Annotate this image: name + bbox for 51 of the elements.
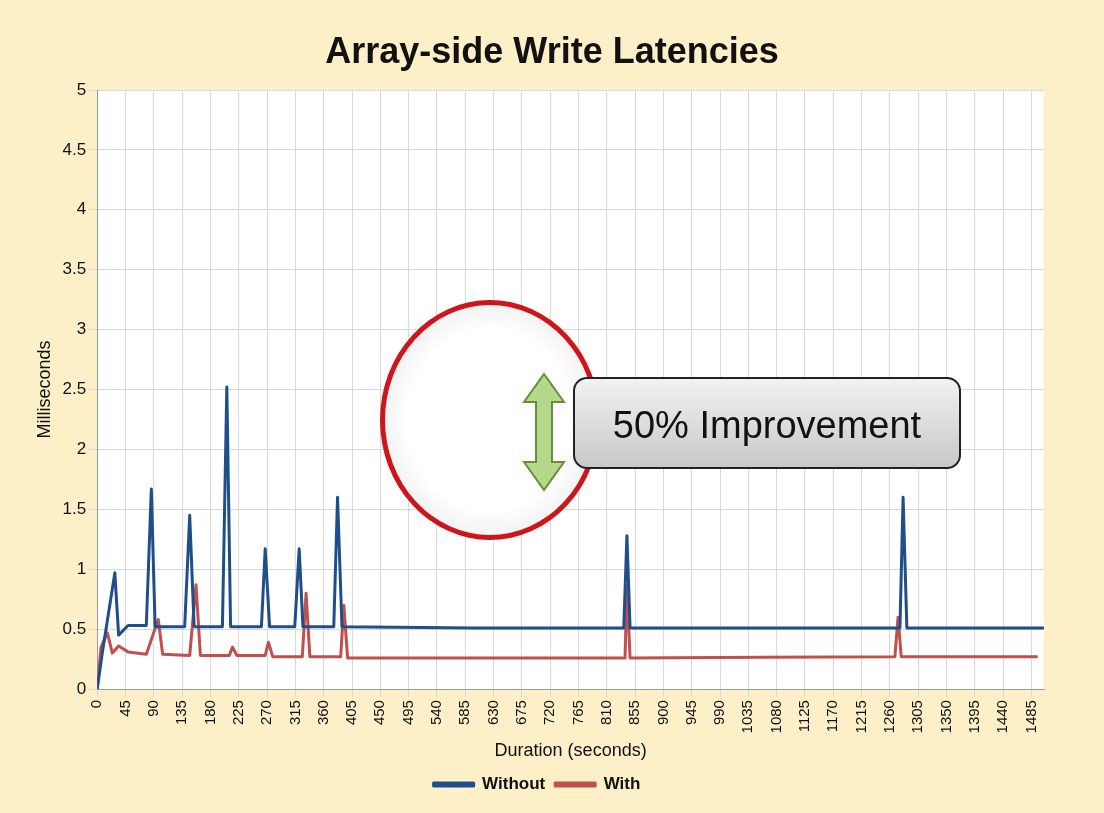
x-tick-label: 1395 [964, 700, 982, 734]
y-tick-label: 4 [76, 199, 87, 219]
y-tick-label: 3.5 [62, 259, 87, 279]
x-tick-label: 270 [257, 700, 275, 726]
x-tick-label: 45 [115, 700, 133, 717]
x-tick-label: 990 [710, 700, 728, 726]
x-tick-label: 1260 [880, 700, 898, 734]
x-tick-label: 135 [172, 700, 190, 726]
y-axis-title: Milliseconds [33, 340, 54, 439]
x-tick-label: 855 [625, 700, 643, 726]
y-tick-label: 2.5 [62, 379, 87, 399]
y-tick-label: 1 [76, 558, 87, 578]
x-tick-label: 495 [398, 700, 416, 726]
x-tick-label: 315 [285, 700, 303, 726]
x-tick-label: 405 [342, 700, 360, 726]
x-tick-label: 1125 [795, 700, 813, 733]
x-tick-label: 180 [200, 700, 218, 726]
annotation: 50% Improvement [573, 377, 961, 469]
x-tick-label: 720 [540, 700, 558, 726]
x-tick-label: 450 [370, 700, 388, 726]
legend-label: Without [482, 774, 546, 794]
x-tick-label: 1170 [823, 700, 841, 733]
y-tick-label: 3 [76, 319, 87, 339]
x-tick-label: 540 [427, 700, 445, 726]
x-tick-label: 1350 [936, 700, 954, 734]
x-tick-label: 225 [228, 700, 246, 726]
x-tick-label: 0 [87, 700, 105, 709]
x-tick-label: 1305 [908, 700, 926, 734]
legend-label: With [603, 774, 641, 794]
x-tick-label: 1485 [1021, 700, 1039, 734]
chart-title: Array-side Write Latencies [324, 30, 780, 72]
x-tick-label: 1080 [766, 700, 784, 734]
x-tick-label: 900 [653, 700, 671, 726]
y-tick-label: 2 [76, 439, 87, 459]
x-tick-label: 360 [313, 700, 331, 726]
x-tick-label: 765 [568, 700, 586, 726]
y-tick-label: 0 [76, 678, 87, 698]
x-axis-title: Duration (seconds) [494, 740, 647, 761]
x-tick-label: 675 [512, 700, 529, 726]
x-tick-label: 810 [596, 700, 614, 726]
x-tick-label: 585 [455, 700, 473, 726]
y-tick-label: 1.5 [62, 499, 87, 519]
x-tick-label: 1440 [993, 700, 1011, 734]
x-tick-label: 1035 [738, 700, 756, 734]
x-tick-label: 1215 [851, 700, 869, 734]
x-tick-label: 90 [143, 700, 161, 717]
y-tick-label: 0.5 [62, 618, 87, 638]
x-tick-label: 630 [483, 700, 501, 726]
y-tick-label: 5 [76, 79, 87, 99]
x-tick-label: 945 [681, 700, 699, 726]
y-tick-label: 4.5 [62, 139, 87, 159]
